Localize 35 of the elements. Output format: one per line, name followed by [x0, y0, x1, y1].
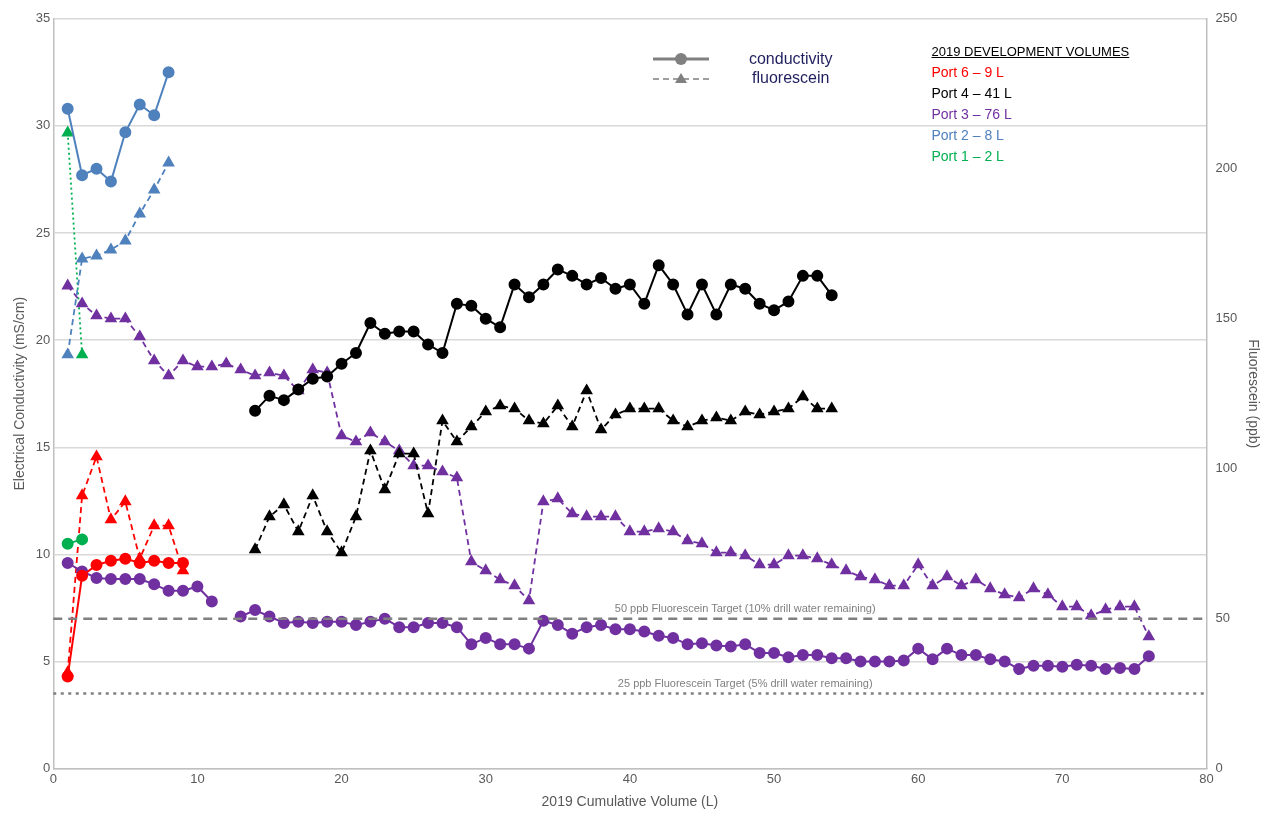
y2-tick-label: 0 [1215, 760, 1223, 776]
y-tick-label: 10 [35, 545, 51, 561]
y2-tick-label: 150 [1215, 310, 1238, 326]
x-tick-label: 40 [622, 770, 638, 786]
y-tick-label: 0 [43, 760, 51, 776]
y2-tick-label: 200 [1215, 160, 1238, 176]
y2-axis-title: Fluorescein (ppb) [1245, 339, 1262, 449]
x-tick-label: 30 [478, 770, 493, 786]
x-tick-label: 50 [766, 770, 782, 786]
x-tick-label: 60 [910, 770, 926, 786]
text: Port 3 – 76 L [931, 104, 1013, 124]
y-axis-title: Electrical Conductivity (mS/cm) [11, 296, 28, 491]
y-tick-label: 25 [35, 224, 51, 240]
x-tick-label: 10 [190, 770, 205, 786]
annotation: fluorescein [751, 67, 831, 87]
y-tick-label: 30 [35, 117, 51, 133]
ref-line-label: 50 ppb Fluorescein Target (10% drill water remaining) [614, 602, 876, 615]
text: Port 2 – 8 L [931, 125, 1005, 145]
y2-tick-label: 50 [1215, 610, 1230, 626]
text: Port 4 – 41 L [931, 83, 1013, 103]
x-tick-label: 80 [1199, 770, 1214, 786]
x-tick-label: 70 [1055, 770, 1070, 786]
text: Port 1 – 2 L [931, 146, 1005, 166]
annotation: conductivity [748, 48, 833, 68]
y-tick-label: 5 [43, 653, 51, 669]
x-axis-title: 2019 Cumulative Volume (L) [541, 793, 719, 810]
y2-tick-label: 250 [1215, 10, 1238, 26]
y2-tick-label: 100 [1215, 460, 1238, 476]
y-tick-label: 15 [35, 438, 51, 454]
y-tick-label: 35 [35, 10, 51, 26]
text: Port 6 – 9 L [931, 62, 1005, 82]
ref-line-label: 25 ppb Fluorescein Target (5% drill water remaining) [617, 677, 873, 690]
x-tick-label: 20 [334, 770, 349, 786]
y-tick-label: 20 [35, 331, 51, 347]
legend-title: 2019 DEVELOPMENT VOLUMES [931, 42, 1130, 61]
